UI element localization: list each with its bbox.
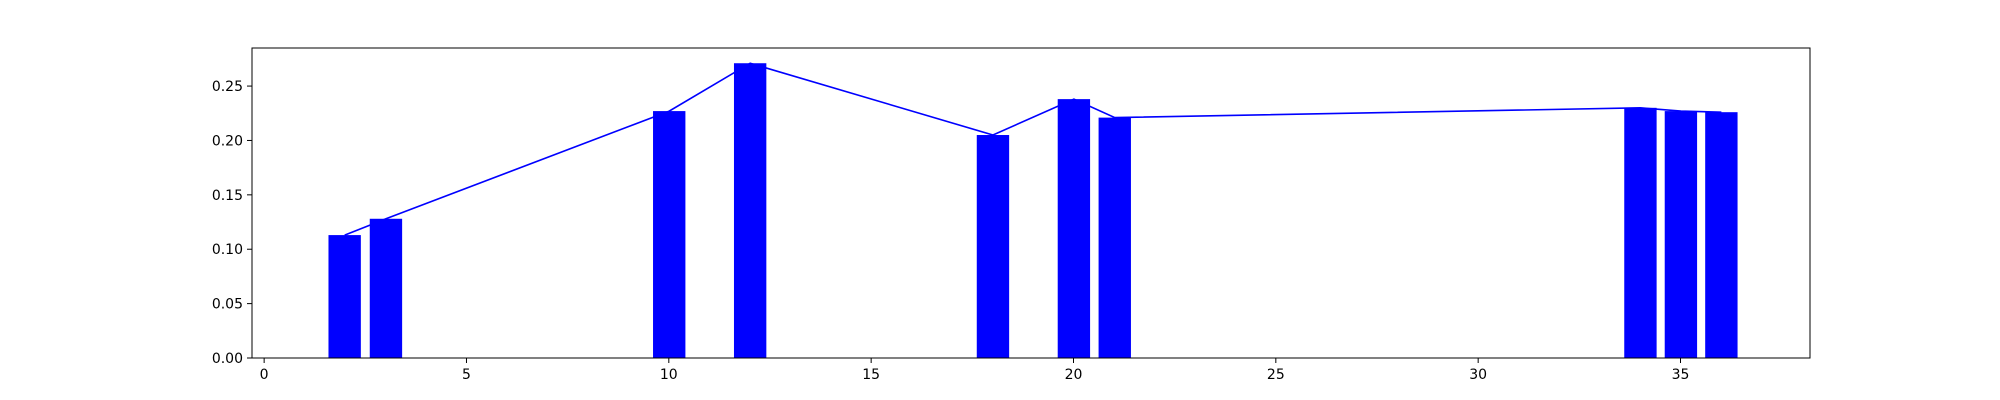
x-tick-label-2: 10: [660, 367, 678, 383]
y-tick-label-5: 0.25: [212, 79, 243, 95]
bar-1: [369, 218, 403, 358]
x-tick-label-4: 20: [1065, 367, 1083, 383]
bar-5: [1057, 99, 1091, 359]
plot-frame: [251, 47, 1811, 359]
series-line: [344, 62, 1722, 236]
bar-7: [1624, 107, 1657, 358]
bar-9: [1705, 112, 1738, 359]
y-tick-label-3: 0.15: [212, 188, 243, 204]
x-tick-label-3: 15: [862, 367, 880, 383]
y-tick-label-4: 0.20: [212, 133, 243, 149]
x-tick-label-0: 0: [260, 367, 269, 383]
bars-layer: [328, 63, 1738, 359]
x-tick-label-5: 25: [1267, 367, 1285, 383]
x-tick-label-6: 30: [1469, 367, 1487, 383]
bar-3: [733, 63, 767, 358]
bar-0: [328, 235, 361, 358]
y-tick-label-1: 0.05: [212, 297, 243, 313]
x-tick-label-7: 35: [1672, 367, 1690, 383]
bar-2: [653, 111, 686, 358]
x-axis: 0 5 10 15 20 25 30 35: [260, 358, 1690, 383]
x-tick-label-1: 5: [462, 367, 471, 383]
y-tick-label-2: 0.10: [212, 242, 243, 258]
bar-8: [1664, 111, 1698, 358]
y-tick-label-0: 0.00: [212, 351, 243, 367]
line-layer: [344, 62, 1722, 236]
bar-6: [1098, 117, 1131, 358]
y-axis: 0.00 0.05 0.10 0.15 0.20 0.25: [212, 79, 252, 367]
bar-4: [976, 135, 1010, 358]
